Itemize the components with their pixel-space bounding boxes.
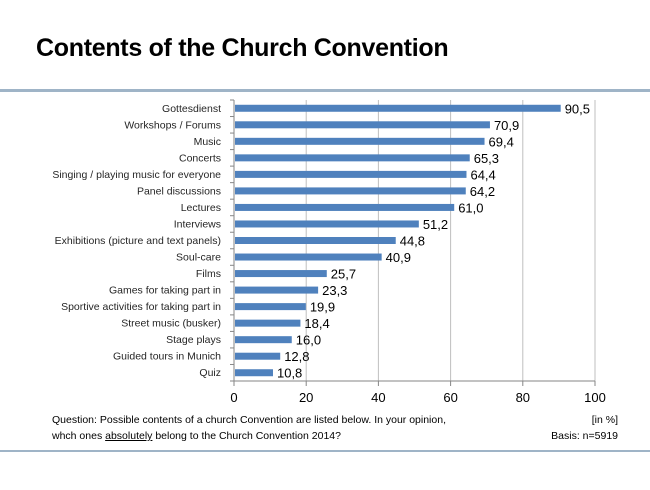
page-title: Contents of the Church Convention — [36, 34, 449, 62]
x-tick-label: 20 — [299, 390, 313, 405]
category-label: Singing / playing music for everyone — [52, 169, 221, 181]
bar — [235, 220, 419, 228]
category-label: Quiz — [199, 367, 221, 379]
basis-label: Basis: n=5919 — [551, 430, 618, 442]
category-labels: Gottesdienst Workshops / Forums Music Conce… — [52, 103, 221, 379]
bar — [235, 253, 382, 261]
value-label: 90,5 — [565, 101, 590, 116]
bars — [235, 104, 561, 377]
category-label: Games for taking part in — [109, 285, 221, 297]
category-label: Street music (busker) — [121, 318, 221, 330]
bar — [235, 187, 466, 195]
value-label: 51,2 — [423, 217, 448, 232]
value-label: 70,9 — [494, 118, 519, 133]
category-label: Lectures — [181, 202, 221, 214]
question-underlined-word: absolutely — [105, 430, 153, 442]
value-label: 10,8 — [277, 366, 302, 381]
bar — [235, 170, 467, 178]
value-labels: 90,5 70,969,4 65,364,4 64,261,0 51,2 44,840,9… — [277, 101, 590, 380]
bar — [235, 154, 470, 162]
x-tick-label: 0 — [230, 390, 237, 405]
bar — [235, 319, 301, 327]
bar — [235, 270, 327, 278]
value-label: 64,4 — [470, 167, 495, 182]
value-label: 64,2 — [470, 184, 495, 199]
bar — [235, 137, 485, 145]
category-label: Exhibitions (picture and text panels) — [55, 235, 221, 247]
bar — [235, 203, 455, 211]
bar — [235, 104, 561, 112]
value-label: 19,9 — [310, 300, 335, 315]
category-label: Gottesdienst — [162, 103, 221, 115]
bar — [235, 237, 396, 244]
question-line-2-end: belong to the Church Convention 2014? — [152, 430, 341, 442]
category-label: Interviews — [174, 218, 221, 230]
category-label: Films — [196, 268, 221, 280]
question-line-2: whch ones absolutely belong to the Churc… — [52, 428, 446, 444]
bar — [235, 352, 281, 360]
x-tick-label: 60 — [443, 390, 457, 405]
x-tick-label: 80 — [516, 390, 530, 405]
question-line-1: Question: Possible contents of a church … — [52, 414, 446, 426]
value-label: 44,8 — [400, 234, 425, 249]
x-tick-label: 40 — [371, 390, 385, 405]
category-label: Soul-care — [176, 252, 221, 264]
value-label: 23,3 — [322, 283, 347, 298]
basis-note: [in %] Basis: n=5919 — [551, 412, 618, 444]
value-label: 18,4 — [304, 316, 329, 331]
value-label: 12,8 — [284, 349, 309, 364]
question-line-2-start: whch ones — [52, 430, 106, 442]
category-label: Concerts — [179, 152, 221, 164]
value-label: 16,0 — [296, 333, 321, 348]
value-label: 69,4 — [489, 134, 514, 149]
category-label: Music — [194, 136, 221, 148]
category-label: Workshops / Forums — [124, 119, 221, 131]
value-label: 25,7 — [331, 267, 356, 282]
value-label: 65,3 — [474, 151, 499, 166]
value-label: 61,0 — [458, 200, 483, 215]
bottom-divider — [0, 450, 650, 452]
value-label: 40,9 — [386, 250, 411, 265]
question-note: Question: Possible contents of a church … — [52, 412, 446, 444]
bar — [235, 303, 306, 311]
axes — [230, 99, 596, 386]
category-label: Panel discussions — [137, 185, 221, 197]
bar — [235, 369, 273, 377]
category-label: Stage plays — [166, 334, 221, 346]
category-label: Guided tours in Munich — [113, 351, 221, 363]
bar — [235, 121, 490, 129]
bar-chart: Gottesdienst Workshops / Forums Music Conce… — [52, 99, 606, 405]
category-label: Sportive activities for taking part in — [61, 301, 221, 313]
bar — [235, 336, 292, 344]
unit-label: [in %] — [591, 414, 618, 426]
x-tick-labels: 0 20 40 60 80 100 — [230, 390, 605, 405]
bar — [235, 286, 319, 294]
x-tick-label: 100 — [584, 390, 606, 405]
top-divider — [0, 89, 650, 92]
